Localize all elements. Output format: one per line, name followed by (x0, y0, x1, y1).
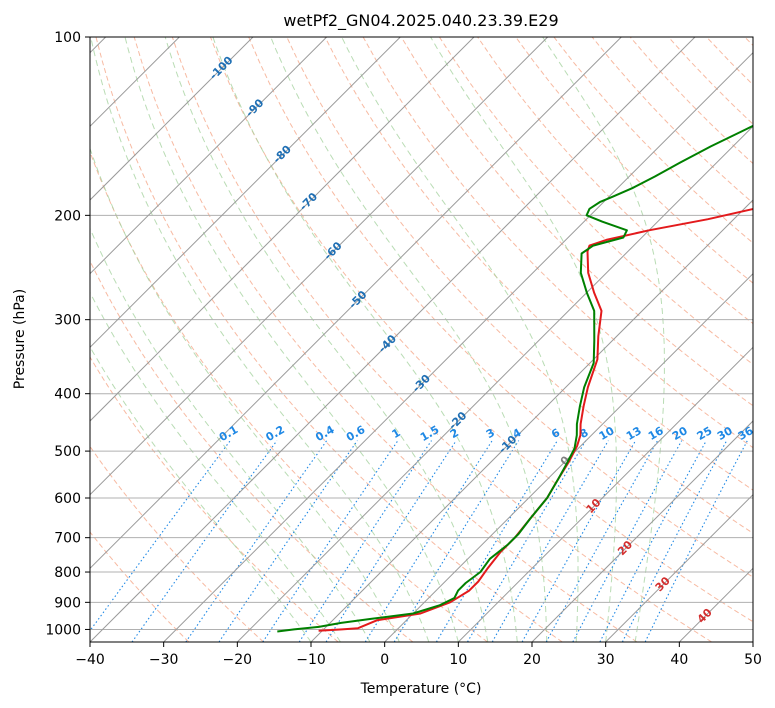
moist-adiabat (90, 37, 430, 642)
dry-adiabat (324, 37, 753, 491)
dry-adiabat (248, 37, 753, 578)
mixing-ratio-line (90, 440, 231, 632)
x-tick-label: 30 (597, 652, 615, 668)
dry-adiabat (90, 445, 264, 642)
isotherm-line (163, 51, 753, 642)
x-tick-label: 0 (380, 652, 389, 668)
dry-adiabat (90, 356, 339, 642)
y-tick-label: 300 (54, 313, 81, 329)
y-tick-label: 700 (54, 531, 81, 547)
x-axis-label: Temperature (°C) (360, 681, 482, 697)
x-tick-label: 50 (744, 652, 762, 668)
dry-adiabat (90, 150, 488, 642)
y-tick-label: 900 (54, 595, 81, 611)
plot-frame (89, 36, 754, 643)
dry-adiabat (95, 37, 563, 642)
dewpoint-profile (277, 124, 753, 633)
mixing-ratio-line (491, 440, 609, 642)
x-tick-label: 40 (670, 652, 688, 668)
y-tick-label: 500 (54, 444, 81, 460)
isotherm-line (384, 272, 753, 642)
y-tick-label: 200 (54, 208, 81, 224)
mixing-ratio-line (185, 440, 328, 642)
isotherm-line (90, 37, 696, 642)
x-tick-label: −20 (223, 652, 253, 668)
mixing-ratio-line (467, 440, 587, 642)
y-tick-label: 400 (54, 387, 81, 403)
moist-adiabat (90, 291, 341, 642)
moist-adiabat (341, 37, 579, 642)
y-tick-label: 100 (54, 30, 81, 46)
isotherm-line (605, 493, 753, 642)
moist-adiabat (542, 37, 665, 642)
mixing-ratio-line (325, 440, 457, 642)
x-tick-label: −30 (149, 652, 179, 668)
isotherm-line (457, 346, 753, 642)
mixing-ratio-line (435, 440, 558, 642)
x-tick-label: 20 (523, 652, 541, 668)
isotherm-line (90, 37, 328, 275)
mixing-ratio-line (262, 440, 399, 642)
y-tick-label: 1000 (45, 622, 81, 638)
axes: −40 −30 −20 −10 0 10 20 30 40 50 100 200 300 400 500 60… (45, 30, 762, 668)
mixing-ratio-line (644, 440, 748, 642)
mixing-ratio-line (298, 440, 432, 642)
isotherm-line (236, 125, 753, 642)
mixing-ratio-line (521, 440, 637, 642)
dry-adiabat (171, 37, 712, 642)
y-axis-label: Pressure (hPa) (12, 289, 28, 389)
y-tick-label: 800 (54, 565, 81, 581)
moist-adiabat (124, 37, 459, 642)
mixing-ratio-line (572, 440, 683, 642)
isotherm-line (90, 37, 475, 422)
isotherm-line (90, 37, 622, 570)
x-tick-label: −40 (75, 652, 105, 668)
dry-adiabat (515, 37, 753, 284)
moist-adiabat (212, 37, 518, 642)
dry-adiabat (133, 37, 638, 642)
dry-adiabat (90, 531, 190, 642)
mixing-ratio-line (131, 440, 278, 642)
y-tick-label: 600 (54, 491, 81, 507)
moist-adiabat (164, 37, 489, 642)
isotherm-line (90, 37, 254, 201)
sounding-profiles (277, 124, 753, 633)
isotherm-line (310, 199, 753, 642)
mixing-ratio-line (545, 440, 659, 642)
dry-adiabat (400, 37, 753, 407)
x-tick-label: −10 (296, 652, 326, 668)
x-tick-label: 10 (449, 652, 467, 668)
isotherm-line (531, 420, 753, 642)
chart-title: wetPf2_GN04.2025.040.23.39.E29 (283, 11, 558, 31)
isotherm-line (90, 37, 401, 349)
moist-adiabat (270, 37, 548, 642)
dry-adiabat (438, 37, 753, 366)
dry-adiabat (210, 37, 753, 623)
temperature-profile (318, 207, 753, 632)
moist-adiabat (90, 227, 371, 642)
isotherm-line (90, 37, 549, 496)
